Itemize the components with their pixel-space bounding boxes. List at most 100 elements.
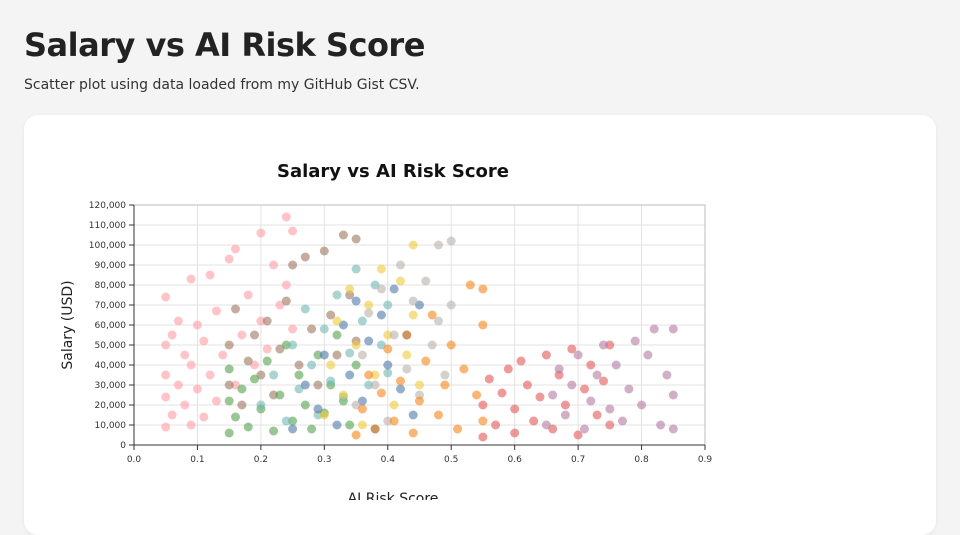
data-point	[434, 410, 443, 420]
data-point	[465, 280, 475, 290]
page-subtitle: Scatter plot using data loaded from my G…	[24, 77, 420, 93]
data-point	[250, 330, 259, 340]
data-point	[364, 380, 374, 390]
data-point	[281, 280, 291, 290]
data-point	[275, 300, 285, 310]
data-point	[224, 254, 234, 264]
data-point	[218, 350, 228, 360]
data-point	[332, 316, 342, 326]
data-point	[580, 384, 589, 394]
data-point	[357, 350, 367, 360]
data-point	[256, 316, 266, 326]
data-point	[351, 430, 361, 440]
data-point	[402, 364, 412, 374]
data-point	[478, 320, 488, 330]
x-tick-label: 0.3	[317, 455, 331, 465]
data-point	[459, 364, 469, 374]
data-point	[256, 370, 266, 380]
data-point	[161, 392, 171, 402]
data-point	[516, 356, 526, 366]
x-tick-label: 0.6	[508, 455, 523, 465]
data-point	[269, 390, 279, 400]
data-point	[313, 404, 323, 414]
data-point	[478, 416, 488, 426]
data-point	[294, 370, 304, 380]
data-point	[383, 360, 393, 370]
data-point	[402, 350, 412, 360]
data-point	[205, 270, 215, 280]
data-point	[256, 400, 266, 410]
data-point	[180, 400, 190, 410]
data-point	[212, 306, 221, 316]
data-point	[319, 246, 329, 256]
data-point	[243, 290, 253, 300]
data-point	[434, 240, 443, 250]
data-point	[231, 380, 240, 390]
data-point	[281, 296, 291, 306]
data-point	[484, 374, 494, 384]
data-point	[332, 290, 342, 300]
data-point	[237, 400, 247, 410]
data-point	[611, 360, 621, 370]
data-point	[173, 316, 183, 326]
data-point	[408, 410, 418, 420]
data-point	[199, 336, 209, 346]
y-tick-label: 40,000	[95, 361, 127, 371]
data-point	[275, 390, 285, 400]
data-point	[605, 420, 615, 430]
data-point	[656, 420, 666, 430]
data-point	[161, 340, 171, 350]
gridlines	[133, 204, 706, 446]
data-point	[580, 424, 589, 434]
data-point	[332, 350, 342, 360]
data-point	[370, 370, 380, 380]
data-point	[319, 350, 329, 360]
data-point	[338, 230, 348, 240]
data-point	[389, 416, 399, 426]
x-tick-label: 0.1	[190, 455, 204, 465]
data-point	[643, 350, 653, 360]
data-point	[345, 348, 355, 358]
data-point	[300, 380, 310, 390]
x-tick-label: 0.9	[698, 455, 713, 465]
y-tick-label: 90,000	[95, 261, 127, 271]
data-point	[478, 284, 488, 294]
data-point	[415, 380, 424, 390]
data-point	[224, 396, 234, 406]
data-point	[351, 234, 361, 244]
data-point	[351, 360, 361, 370]
data-point	[649, 324, 659, 334]
y-tick-label: 120,000	[89, 201, 126, 211]
y-tick-label: 70,000	[95, 301, 127, 311]
data-point	[288, 324, 298, 334]
data-point	[383, 300, 393, 310]
data-point	[332, 420, 342, 430]
data-point	[421, 356, 431, 366]
data-point	[376, 340, 386, 350]
data-point	[478, 400, 488, 410]
data-point	[199, 412, 209, 422]
data-point	[376, 388, 386, 398]
data-point	[389, 330, 399, 340]
data-point	[319, 410, 329, 420]
data-point	[167, 330, 177, 340]
data-point	[383, 344, 393, 354]
data-point	[529, 416, 539, 426]
data-point	[231, 304, 240, 314]
scatter-chart: 0.0 0.1 0.2 0.3 0.4 0.5 0.6 0.7 0.8 0.9 0 10,000 20,…	[60, 161, 713, 500]
data-point	[446, 300, 456, 310]
data-point	[592, 410, 602, 420]
data-point	[383, 416, 393, 426]
data-point	[573, 430, 583, 440]
data-point	[427, 310, 437, 320]
data-point	[224, 380, 234, 390]
data-point	[351, 296, 361, 306]
data-point	[370, 424, 380, 434]
data-point	[510, 428, 520, 438]
data-point	[288, 340, 298, 350]
data-point	[497, 388, 507, 398]
axes: 0.0 0.1 0.2 0.3 0.4 0.5 0.6 0.7 0.8 0.9 0 10,000 20,…	[89, 201, 713, 465]
data-point	[522, 380, 532, 390]
x-tick-label: 0.2	[254, 455, 268, 465]
data-point	[376, 264, 386, 274]
